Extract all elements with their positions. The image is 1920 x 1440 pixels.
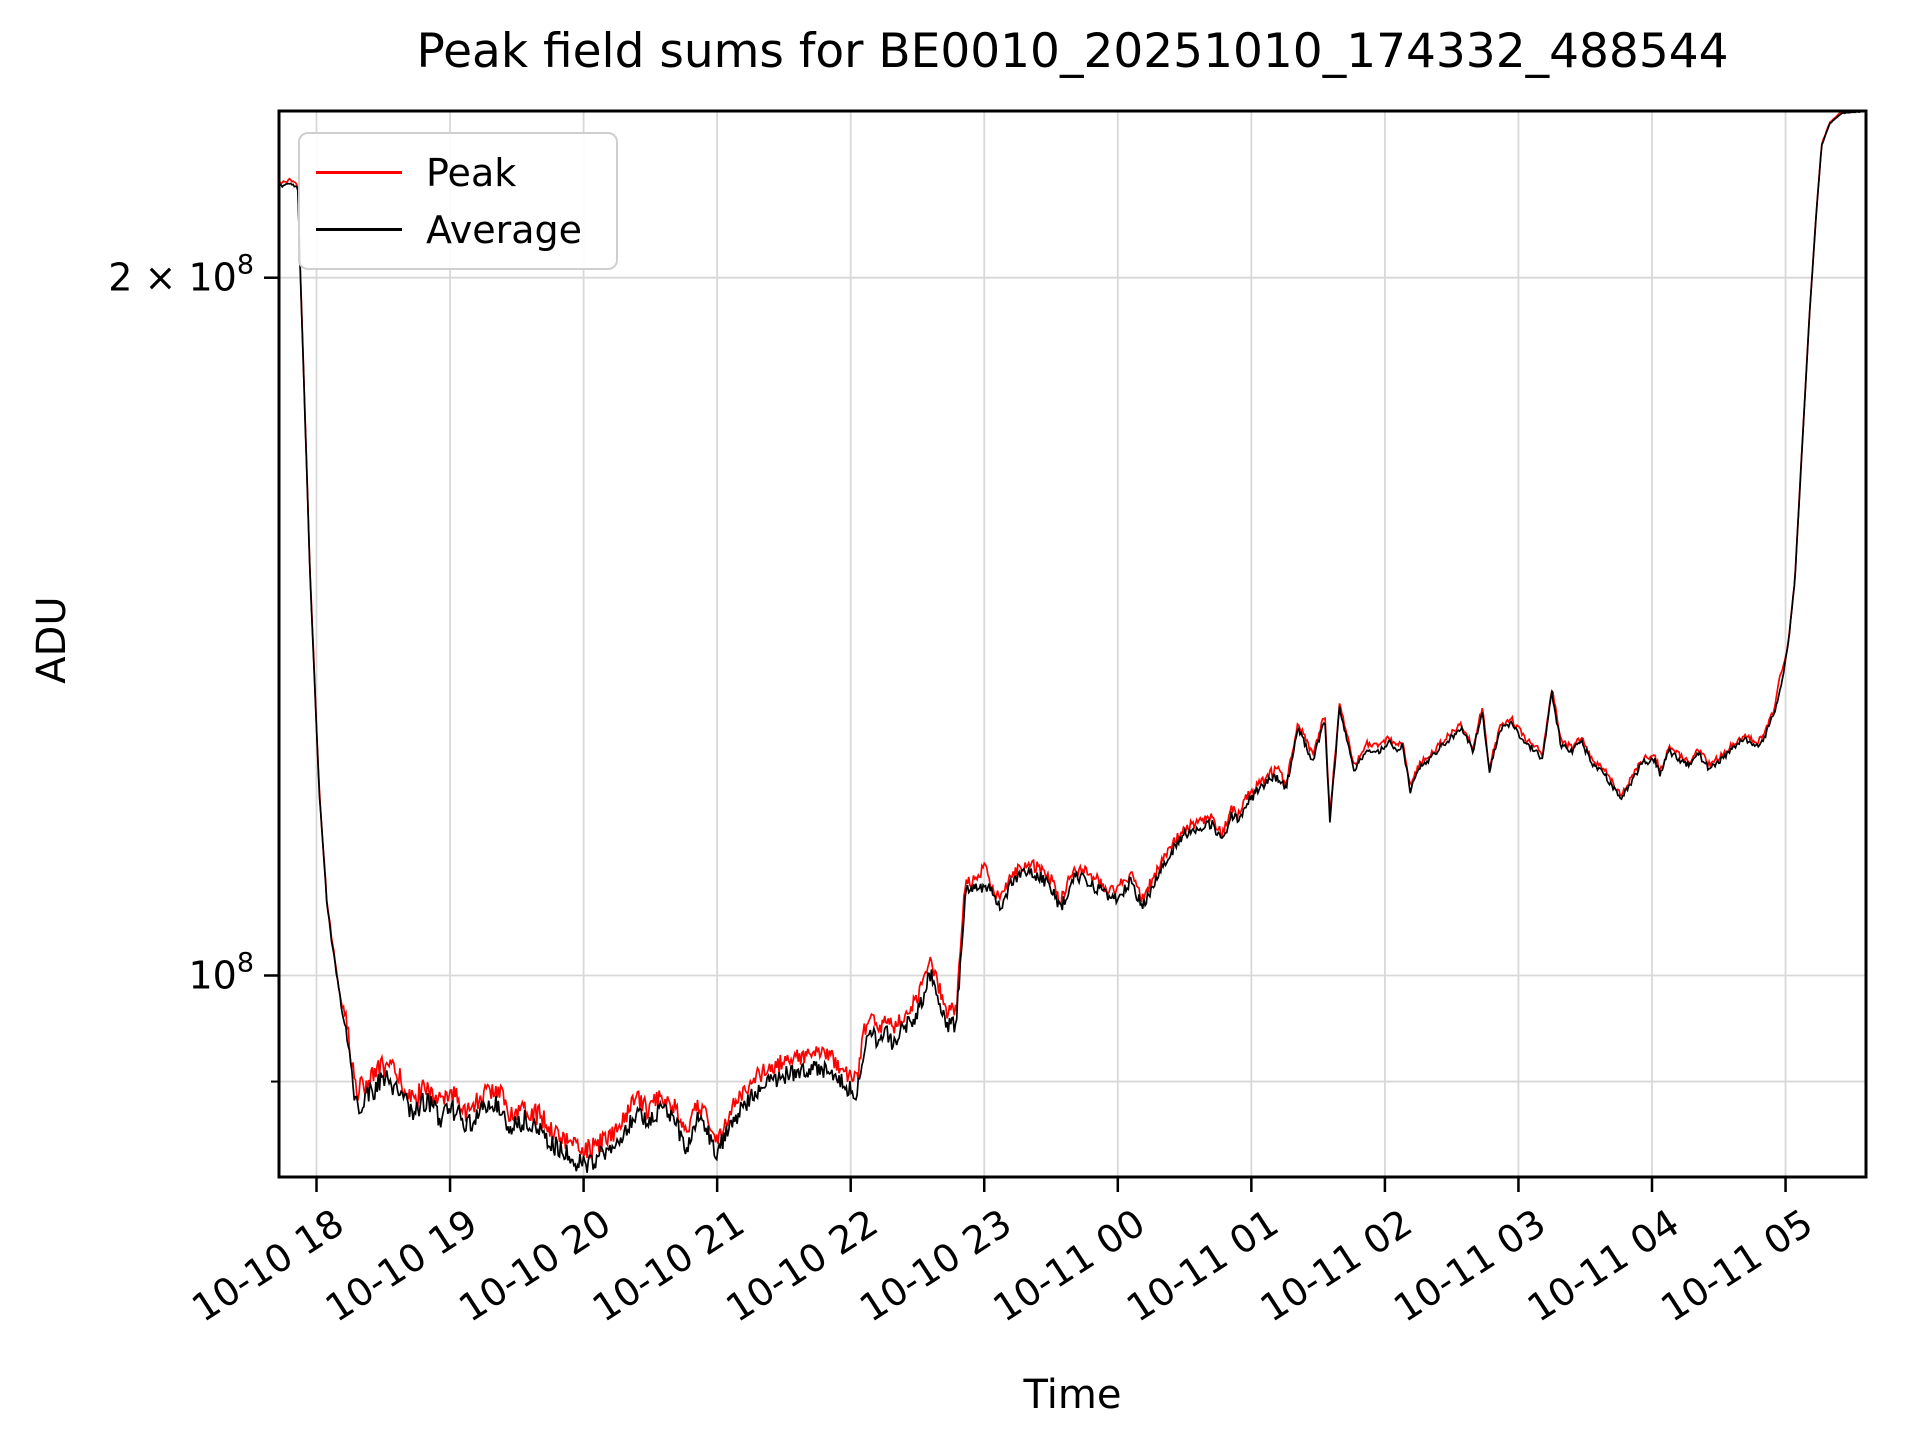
peak-line-sample xyxy=(316,171,402,174)
legend-label-peak: Peak xyxy=(426,150,517,195)
x-tick-label: 10-10 20 xyxy=(451,1201,618,1331)
x-tick-label: 10-11 03 xyxy=(1386,1201,1553,1331)
legend-label-average: Average xyxy=(426,207,583,252)
average-series-line xyxy=(279,111,1866,1173)
legend: Peak Average xyxy=(298,132,618,270)
y-tick-label: 2 × 108 xyxy=(108,250,254,300)
y-ticks: 2 × 108 108 xyxy=(108,250,279,1083)
grid xyxy=(279,111,1866,1177)
x-tick-label: 10-10 22 xyxy=(718,1201,885,1331)
x-tick-label: 10-11 00 xyxy=(985,1201,1152,1331)
x-tick-label: 10-11 01 xyxy=(1119,1201,1286,1331)
legend-item-average: Average xyxy=(300,211,616,249)
y-tick-label: 108 xyxy=(188,948,254,998)
series-lines xyxy=(279,111,1866,1173)
x-tick-label: 10-10 21 xyxy=(585,1201,752,1331)
x-tick-label: 10-10 19 xyxy=(318,1201,485,1331)
legend-item-peak: Peak xyxy=(300,154,616,192)
x-tick-label: 10-11 02 xyxy=(1253,1201,1420,1331)
x-tick-label: 10-10 18 xyxy=(184,1201,351,1331)
x-tick-label: 10-11 05 xyxy=(1653,1201,1820,1331)
y-axis-label: ADU xyxy=(29,596,75,684)
plot-border xyxy=(277,109,1868,1179)
average-line-sample xyxy=(316,228,402,231)
chart-title: Peak field sums for BE0010_20251010_1743… xyxy=(416,24,1729,79)
peak-series-line xyxy=(279,111,1864,1160)
x-axis-label: Time xyxy=(1023,1372,1122,1418)
x-tick-label: 10-11 04 xyxy=(1520,1201,1687,1331)
x-tick-label: 10-10 23 xyxy=(852,1201,1019,1331)
